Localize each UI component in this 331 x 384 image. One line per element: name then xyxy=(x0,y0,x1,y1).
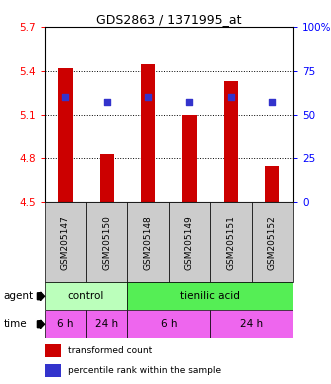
Bar xyxy=(127,282,293,310)
Bar xyxy=(45,364,61,377)
Bar xyxy=(45,202,86,282)
Text: GSM205151: GSM205151 xyxy=(226,215,235,270)
Text: 24 h: 24 h xyxy=(240,319,263,329)
Text: GSM205147: GSM205147 xyxy=(61,215,70,270)
Bar xyxy=(86,310,127,338)
Text: GSM205150: GSM205150 xyxy=(102,215,111,270)
Text: GSM205148: GSM205148 xyxy=(144,215,153,270)
Point xyxy=(104,99,109,106)
Bar xyxy=(169,202,210,282)
Bar xyxy=(252,202,293,282)
Text: GSM205149: GSM205149 xyxy=(185,215,194,270)
Bar xyxy=(127,202,169,282)
Point xyxy=(269,99,275,106)
Text: 6 h: 6 h xyxy=(161,319,177,329)
Text: GSM205152: GSM205152 xyxy=(268,215,277,270)
Bar xyxy=(45,344,61,357)
Text: 6 h: 6 h xyxy=(57,319,73,329)
Text: tienilic acid: tienilic acid xyxy=(180,291,240,301)
Point xyxy=(228,94,234,100)
Text: 24 h: 24 h xyxy=(95,319,118,329)
Bar xyxy=(265,166,279,202)
Text: time: time xyxy=(3,319,27,329)
Bar xyxy=(210,202,252,282)
Bar xyxy=(182,115,197,202)
Text: agent: agent xyxy=(3,291,33,301)
Bar xyxy=(45,310,86,338)
Text: percentile rank within the sample: percentile rank within the sample xyxy=(68,366,221,375)
Bar xyxy=(210,310,293,338)
Text: control: control xyxy=(68,291,104,301)
Bar xyxy=(45,282,127,310)
Title: GDS2863 / 1371995_at: GDS2863 / 1371995_at xyxy=(96,13,242,26)
Bar xyxy=(141,64,155,202)
Bar xyxy=(127,310,210,338)
Bar xyxy=(58,68,72,202)
Bar xyxy=(100,154,114,202)
Bar xyxy=(224,81,238,202)
Point xyxy=(187,99,192,106)
Text: transformed count: transformed count xyxy=(68,346,153,355)
Point xyxy=(146,94,151,100)
Bar xyxy=(86,202,127,282)
Point xyxy=(63,94,68,100)
